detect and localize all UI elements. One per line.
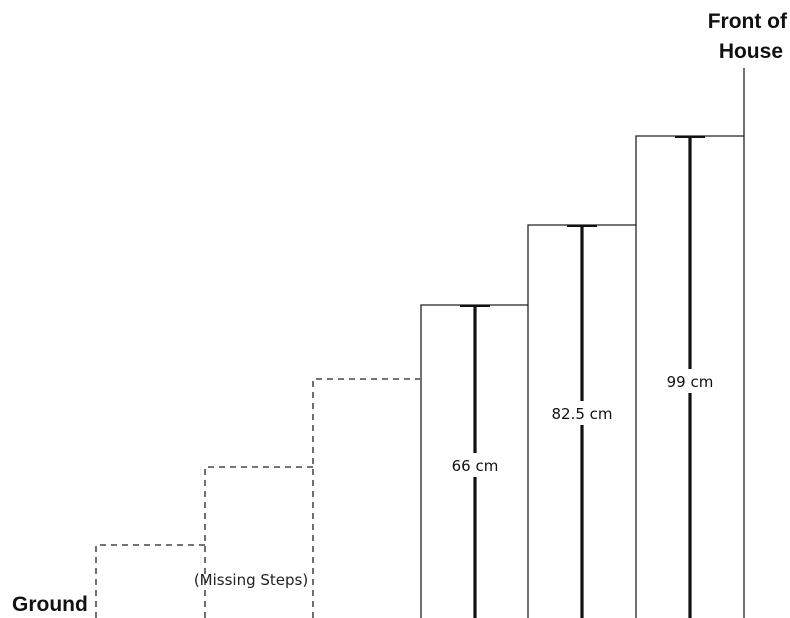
missing-step-3-outline [312, 378, 420, 618]
ground-label: Ground [12, 593, 88, 616]
step-3-label-bg [656, 369, 724, 393]
front-of-house-label-line-1: Front of [708, 10, 788, 33]
front-of-house-label-line-2: House [719, 40, 783, 63]
step-2-label-bg [540, 401, 624, 425]
step-1-height-label: 66 cm [452, 457, 499, 475]
step-3-height-label: 99 cm [667, 373, 714, 391]
step-1-label-bg [441, 453, 509, 477]
missing-step-1-outline [95, 544, 205, 618]
missing-step-2-outline [204, 466, 313, 618]
missing-steps-label: (Missing Steps) [194, 571, 308, 589]
step-2-height-label: 82.5 cm [551, 405, 612, 423]
